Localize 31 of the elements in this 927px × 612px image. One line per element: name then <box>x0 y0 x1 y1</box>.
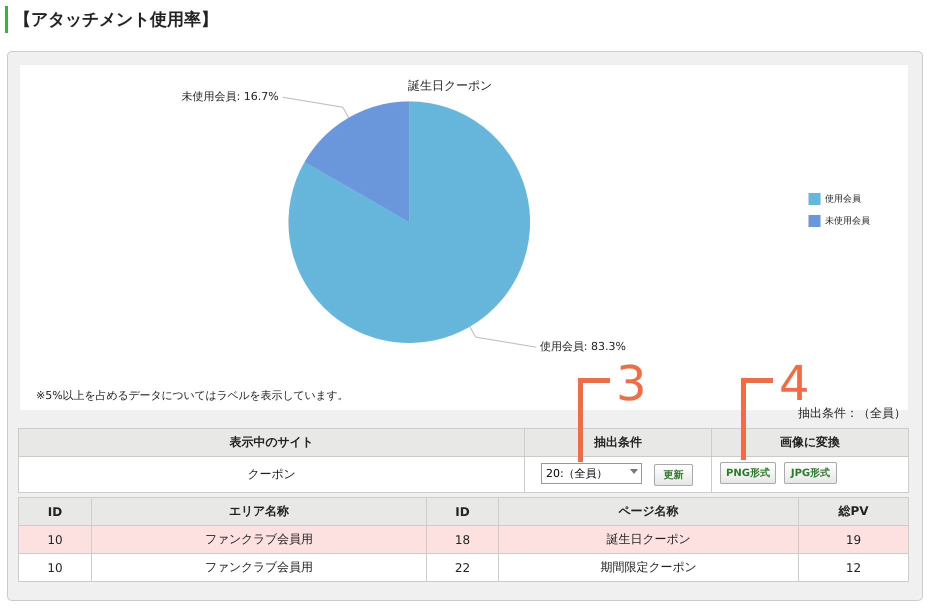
text: 18 <box>426 525 499 554</box>
text: 10 <box>18 525 92 554</box>
text: 誕生日クーポン <box>498 525 799 554</box>
text: ID <box>426 497 499 526</box>
text: 更新 <box>654 464 693 486</box>
data-label: 未使用会員: 16.7% <box>182 90 279 104</box>
text: ファンクラブ会員用 <box>91 525 427 554</box>
text: エリア名称 <box>91 497 427 526</box>
text: ID <box>18 497 92 526</box>
text: ファンクラブ会員用 <box>91 553 427 582</box>
text: 12 <box>798 553 909 582</box>
legend-label: 未使用会員 <box>825 215 870 226</box>
text: 【アタッチメント使用率】 <box>14 9 218 31</box>
text: 3 <box>616 356 647 412</box>
text: クーポン <box>18 456 525 493</box>
text: ※5%以上を占めるデータについてはラベルを表示しています。 <box>36 388 349 403</box>
text: 総PV <box>798 497 909 526</box>
text: 20:（全員） <box>541 463 642 484</box>
text: PNG形式 <box>720 462 776 484</box>
text: 表示中のサイト <box>18 428 525 457</box>
text: 抽出条件 <box>524 428 712 457</box>
text: 期間限定クーポン <box>498 553 799 582</box>
legend-label: 使用会員 <box>825 193 861 204</box>
text: 画像に変換 <box>711 428 909 457</box>
text: 22 <box>426 553 499 582</box>
chart-title: 誕生日クーポン <box>408 78 492 92</box>
data-label: 使用会員: 83.3% <box>540 340 626 353</box>
text: ページ名称 <box>498 497 799 526</box>
text: JPG形式 <box>784 462 837 484</box>
text: 10 <box>18 553 92 582</box>
text: 19 <box>798 525 909 554</box>
